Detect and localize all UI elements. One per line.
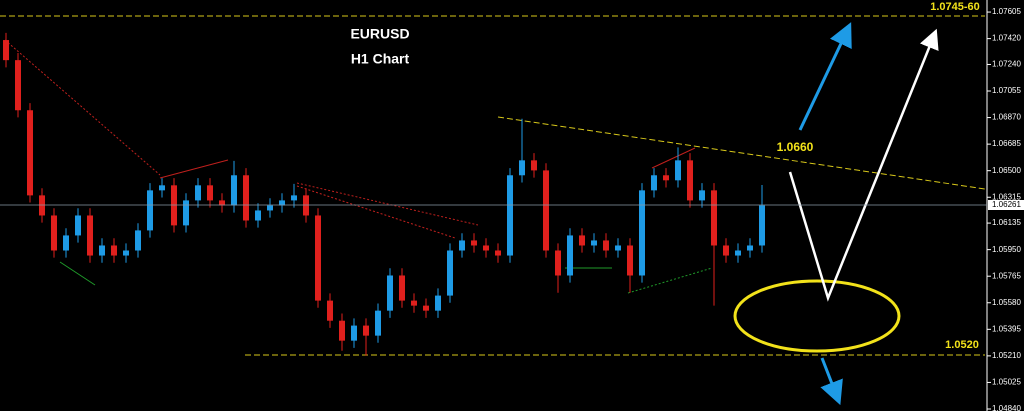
candle-body xyxy=(231,175,237,206)
candle-body xyxy=(147,190,153,231)
candle-body xyxy=(519,160,525,176)
candle-body xyxy=(123,250,129,256)
candle-body xyxy=(747,245,753,251)
candle-body xyxy=(735,250,741,256)
candle-body xyxy=(507,175,513,256)
candle-body xyxy=(87,215,93,256)
candle-body xyxy=(543,170,549,251)
annotation: 1.0520 xyxy=(945,339,979,351)
candle-body xyxy=(639,190,645,276)
y-tick-label: 1.06315 xyxy=(992,192,1021,201)
candle-body xyxy=(411,300,417,306)
candle-body xyxy=(255,210,261,221)
candle-body xyxy=(159,185,165,191)
pattern-line xyxy=(651,147,696,169)
candle-body xyxy=(555,250,561,276)
candle-body xyxy=(339,320,345,341)
candle-body xyxy=(207,185,213,201)
candle-body xyxy=(3,40,9,61)
pattern-line xyxy=(296,182,479,226)
candle-body xyxy=(627,245,633,276)
chart-title: EURUSD xyxy=(350,26,409,42)
y-tick-label: 1.07055 xyxy=(992,86,1021,95)
candle-body xyxy=(459,240,465,251)
y-tick-label: 1.05765 xyxy=(992,271,1021,280)
trend-line xyxy=(497,116,986,190)
candle-body xyxy=(435,295,441,311)
y-tick-label: 1.06685 xyxy=(992,139,1021,148)
pattern-line xyxy=(159,159,229,179)
y-tick-label: 1.06500 xyxy=(992,166,1021,175)
candle-body xyxy=(579,235,585,246)
candle-body xyxy=(111,245,117,256)
candle-body xyxy=(711,190,717,246)
candle-body xyxy=(603,240,609,251)
candle-body xyxy=(471,240,477,246)
candle-body xyxy=(423,305,429,311)
candle-body xyxy=(363,325,369,336)
candle-body xyxy=(531,160,537,171)
y-tick-label: 1.05395 xyxy=(992,324,1021,333)
candle-body xyxy=(591,240,597,246)
candle-body xyxy=(135,230,141,251)
y-tick-label: 1.07240 xyxy=(992,60,1021,69)
candle-body xyxy=(195,185,201,201)
y-tick-label: 1.04840 xyxy=(992,404,1021,411)
arrow xyxy=(788,28,939,302)
candle-body xyxy=(699,190,705,201)
arrow xyxy=(798,22,852,131)
y-tick-label: 1.07605 xyxy=(992,7,1021,16)
candle-body xyxy=(291,195,297,201)
drawings xyxy=(0,15,986,406)
candle-body xyxy=(99,245,105,256)
candle-body xyxy=(399,275,405,301)
y-tick-label: 1.05580 xyxy=(992,298,1021,307)
candle-body xyxy=(219,200,225,206)
annotation: 1.0660 xyxy=(777,140,814,154)
y-tick-label: 1.06870 xyxy=(992,113,1021,122)
chart-subtitle: H1 Chart xyxy=(351,51,410,67)
candle-body xyxy=(663,175,669,181)
arrow xyxy=(820,357,843,406)
y-tick-label: 1.06135 xyxy=(992,218,1021,227)
candle-body xyxy=(63,235,69,251)
candle-body xyxy=(183,200,189,226)
pattern-line xyxy=(627,267,713,294)
candle-body xyxy=(351,325,357,341)
candle-body xyxy=(759,205,765,246)
candle-body xyxy=(375,310,381,336)
candle-body xyxy=(651,175,657,191)
target-ellipse xyxy=(733,279,901,353)
candle-body xyxy=(75,215,81,236)
candle-body xyxy=(567,235,573,276)
last-price-label: 1.06261 xyxy=(992,200,1021,209)
y-tick-label: 1.07420 xyxy=(992,34,1021,43)
candle-body xyxy=(51,215,57,251)
candle-body xyxy=(27,110,33,196)
candle-body xyxy=(483,245,489,251)
candle-body xyxy=(39,195,45,216)
y-tick-label: 1.05025 xyxy=(992,378,1021,387)
pattern-line xyxy=(59,261,96,286)
candle-body xyxy=(315,215,321,301)
candle-body xyxy=(495,250,501,256)
candle-body xyxy=(387,275,393,311)
candle-body xyxy=(267,205,273,211)
candle-body xyxy=(447,250,453,296)
candle-body xyxy=(723,245,729,256)
y-tick-label: 1.05950 xyxy=(992,245,1021,254)
y-tick-label: 1.05210 xyxy=(992,351,1021,360)
candle-body xyxy=(327,300,333,321)
annotation: 1.0745-60 xyxy=(930,1,980,13)
candle-body xyxy=(615,245,621,251)
candle-body xyxy=(279,200,285,206)
candle-body xyxy=(243,175,249,221)
last-price-box xyxy=(988,199,1024,210)
candle-body xyxy=(675,160,681,181)
candle-body xyxy=(687,160,693,201)
candle-body xyxy=(15,60,21,111)
candle-body xyxy=(303,195,309,216)
